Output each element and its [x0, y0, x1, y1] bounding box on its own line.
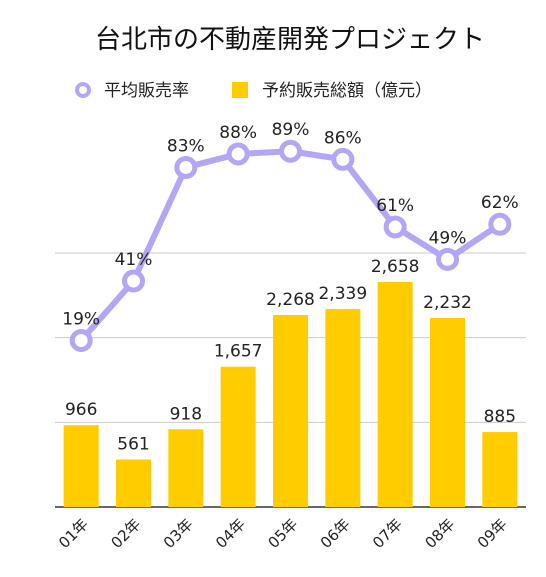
x-tick-label: 08年	[421, 515, 458, 552]
bar-value-label: 966	[65, 400, 97, 420]
legend-bar-label: 予約販売総額（億元）	[262, 81, 432, 101]
bar-value-label: 918	[170, 404, 202, 424]
bar	[273, 314, 308, 507]
bar	[63, 425, 99, 507]
bar-value-label: 2,232	[423, 293, 472, 313]
line-value-label: 86%	[324, 128, 362, 148]
line-point	[279, 139, 302, 163]
line-value-label: 88%	[219, 123, 257, 143]
line-value-label: 61%	[376, 196, 414, 216]
line-value-label: 19%	[62, 309, 100, 329]
line-point	[383, 215, 407, 239]
x-tick-label: 04年	[212, 515, 249, 552]
bar	[482, 432, 518, 507]
line-value-label: 49%	[429, 228, 467, 248]
line-value-label: 62%	[481, 193, 519, 213]
bar	[168, 429, 204, 507]
legend-item-bar: 予約販売総額（億元）	[232, 81, 432, 101]
line-value-label: 83%	[167, 136, 205, 156]
legend-bar-swatch	[232, 82, 248, 98]
line-point	[436, 247, 459, 271]
line-point	[331, 147, 355, 171]
bar	[325, 308, 361, 507]
bar	[430, 318, 465, 507]
bar	[377, 281, 413, 507]
bars	[63, 281, 518, 507]
bar-value-label: 2,658	[371, 257, 420, 277]
chart-title: 台北市の不動産開発プロジェクト	[95, 25, 485, 55]
legend-line-label: 平均販売率	[104, 81, 189, 101]
x-tick-label: 09年	[474, 515, 511, 552]
line-point	[69, 328, 93, 352]
line-value-label: 89%	[272, 120, 310, 140]
legend-line-marker	[75, 82, 91, 98]
bar-value-label: 2,268	[266, 290, 315, 310]
bar-value-label: 2,339	[318, 284, 367, 304]
line-point	[122, 269, 145, 293]
x-tick-label: 06年	[317, 515, 354, 552]
bar	[220, 366, 256, 507]
line-labels: 19% 41% 83% 88% 89% 86% 61% 49% 62%	[62, 120, 518, 329]
x-tick-label: 07年	[369, 515, 406, 552]
bar-value-label: 885	[484, 407, 516, 427]
x-tick-label: 01年	[55, 515, 92, 552]
legend-item-line: 平均販売率	[75, 81, 189, 101]
bar	[116, 459, 151, 507]
line-value-label: 41%	[115, 250, 153, 270]
x-tick-label: 05年	[264, 515, 301, 552]
bar-value-label: 561	[117, 435, 149, 455]
x-tick-label: 02年	[107, 515, 144, 552]
line-series	[69, 139, 512, 352]
line-point	[488, 212, 512, 236]
line-point	[174, 155, 198, 179]
x-axis: 01年 02年 03年 04年 05年 06年 07年 08年 09年	[55, 515, 511, 552]
line-point	[226, 142, 250, 166]
x-tick-label: 03年	[160, 515, 197, 552]
bar-value-label: 1,657	[214, 342, 263, 362]
legend: 平均販売率 予約販売総額（億元）	[75, 81, 432, 101]
